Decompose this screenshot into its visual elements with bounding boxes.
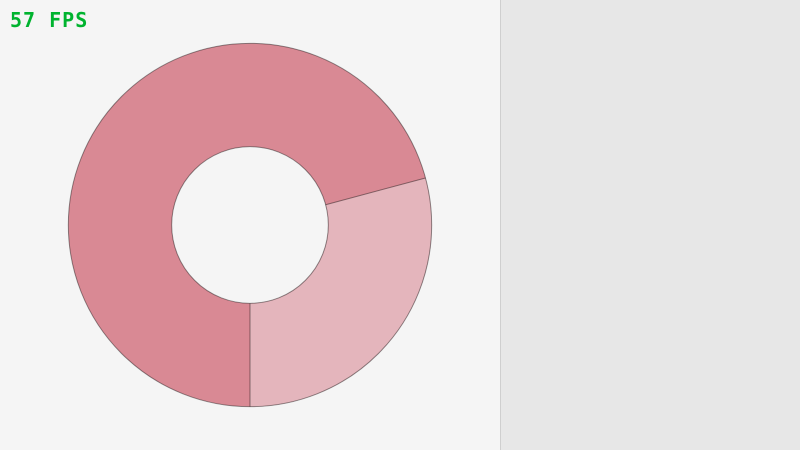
ring-outline-inner xyxy=(171,146,329,304)
fps-counter: 57 FPS xyxy=(10,8,89,32)
ring-canvas xyxy=(67,42,433,408)
ring-single-pass-sector xyxy=(250,177,432,407)
ring-outline-outer xyxy=(67,42,433,408)
ring-boundary-line-upper xyxy=(325,177,426,206)
controls-panel: StartAngle -255.00 EndAngle 360.00 Inner… xyxy=(500,0,800,450)
